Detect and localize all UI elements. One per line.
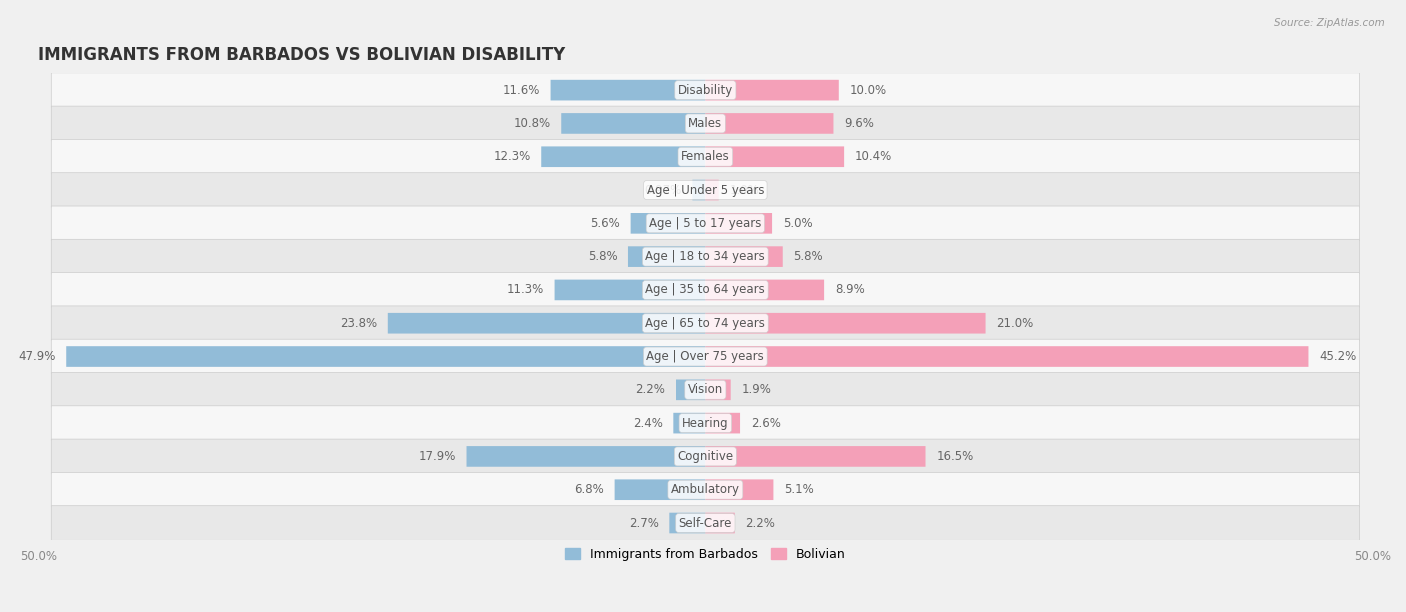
- FancyBboxPatch shape: [561, 113, 706, 134]
- FancyBboxPatch shape: [628, 246, 706, 267]
- Text: 2.2%: 2.2%: [745, 517, 775, 529]
- Text: 9.6%: 9.6%: [844, 117, 875, 130]
- FancyBboxPatch shape: [614, 479, 706, 500]
- FancyBboxPatch shape: [706, 113, 834, 134]
- FancyBboxPatch shape: [706, 413, 740, 433]
- FancyBboxPatch shape: [51, 306, 1360, 340]
- Text: 6.8%: 6.8%: [574, 483, 605, 496]
- Text: 11.6%: 11.6%: [502, 84, 540, 97]
- FancyBboxPatch shape: [51, 439, 1360, 474]
- FancyBboxPatch shape: [706, 146, 844, 167]
- Text: 1.9%: 1.9%: [741, 383, 772, 397]
- FancyBboxPatch shape: [51, 140, 1360, 174]
- FancyBboxPatch shape: [51, 373, 1360, 407]
- Text: Source: ZipAtlas.com: Source: ZipAtlas.com: [1274, 18, 1385, 28]
- FancyBboxPatch shape: [551, 80, 706, 100]
- FancyBboxPatch shape: [706, 180, 718, 200]
- Text: Age | Over 75 years: Age | Over 75 years: [647, 350, 765, 363]
- Text: Age | Under 5 years: Age | Under 5 years: [647, 184, 763, 196]
- Text: 47.9%: 47.9%: [18, 350, 56, 363]
- Text: Age | 5 to 17 years: Age | 5 to 17 years: [650, 217, 762, 230]
- FancyBboxPatch shape: [51, 472, 1360, 507]
- Text: Females: Females: [681, 150, 730, 163]
- Text: 2.6%: 2.6%: [751, 417, 780, 430]
- FancyBboxPatch shape: [51, 173, 1360, 207]
- Text: 5.0%: 5.0%: [783, 217, 813, 230]
- FancyBboxPatch shape: [706, 213, 772, 234]
- Text: 8.9%: 8.9%: [835, 283, 865, 296]
- FancyBboxPatch shape: [706, 246, 783, 267]
- Text: 10.4%: 10.4%: [855, 150, 891, 163]
- FancyBboxPatch shape: [692, 180, 706, 200]
- Text: Age | 65 to 74 years: Age | 65 to 74 years: [645, 317, 765, 330]
- FancyBboxPatch shape: [669, 513, 706, 533]
- FancyBboxPatch shape: [554, 280, 706, 300]
- Text: 5.6%: 5.6%: [591, 217, 620, 230]
- FancyBboxPatch shape: [706, 280, 824, 300]
- Text: 1.0%: 1.0%: [730, 184, 759, 196]
- Text: 21.0%: 21.0%: [997, 317, 1033, 330]
- Text: Age | 18 to 34 years: Age | 18 to 34 years: [645, 250, 765, 263]
- FancyBboxPatch shape: [706, 379, 731, 400]
- FancyBboxPatch shape: [673, 413, 706, 433]
- Text: 5.8%: 5.8%: [793, 250, 823, 263]
- FancyBboxPatch shape: [706, 446, 925, 467]
- Text: 11.3%: 11.3%: [506, 283, 544, 296]
- Text: Age | 35 to 64 years: Age | 35 to 64 years: [645, 283, 765, 296]
- Text: Vision: Vision: [688, 383, 723, 397]
- Text: 2.2%: 2.2%: [636, 383, 665, 397]
- Text: 16.5%: 16.5%: [936, 450, 973, 463]
- Text: 0.97%: 0.97%: [644, 184, 682, 196]
- Text: 5.8%: 5.8%: [588, 250, 617, 263]
- Legend: Immigrants from Barbados, Bolivian: Immigrants from Barbados, Bolivian: [561, 543, 851, 566]
- FancyBboxPatch shape: [631, 213, 706, 234]
- Text: Self-Care: Self-Care: [679, 517, 733, 529]
- FancyBboxPatch shape: [706, 346, 1309, 367]
- Text: IMMIGRANTS FROM BARBADOS VS BOLIVIAN DISABILITY: IMMIGRANTS FROM BARBADOS VS BOLIVIAN DIS…: [38, 46, 565, 64]
- FancyBboxPatch shape: [467, 446, 706, 467]
- Text: 2.4%: 2.4%: [633, 417, 662, 430]
- FancyBboxPatch shape: [51, 206, 1360, 241]
- Text: 12.3%: 12.3%: [494, 150, 530, 163]
- FancyBboxPatch shape: [388, 313, 706, 334]
- FancyBboxPatch shape: [706, 513, 735, 533]
- FancyBboxPatch shape: [51, 339, 1360, 374]
- FancyBboxPatch shape: [51, 506, 1360, 540]
- Text: Disability: Disability: [678, 84, 733, 97]
- FancyBboxPatch shape: [706, 80, 839, 100]
- FancyBboxPatch shape: [51, 406, 1360, 441]
- Text: 23.8%: 23.8%: [340, 317, 377, 330]
- Text: Males: Males: [689, 117, 723, 130]
- Text: 17.9%: 17.9%: [419, 450, 456, 463]
- FancyBboxPatch shape: [51, 239, 1360, 274]
- Text: 5.1%: 5.1%: [785, 483, 814, 496]
- FancyBboxPatch shape: [676, 379, 706, 400]
- FancyBboxPatch shape: [51, 106, 1360, 141]
- Text: Ambulatory: Ambulatory: [671, 483, 740, 496]
- Text: 10.0%: 10.0%: [849, 84, 887, 97]
- Text: 10.8%: 10.8%: [513, 117, 551, 130]
- FancyBboxPatch shape: [706, 313, 986, 334]
- FancyBboxPatch shape: [66, 346, 706, 367]
- FancyBboxPatch shape: [51, 272, 1360, 307]
- Text: 45.2%: 45.2%: [1319, 350, 1357, 363]
- Text: Cognitive: Cognitive: [678, 450, 734, 463]
- FancyBboxPatch shape: [541, 146, 706, 167]
- FancyBboxPatch shape: [51, 73, 1360, 108]
- Text: 2.7%: 2.7%: [628, 517, 658, 529]
- Text: Hearing: Hearing: [682, 417, 728, 430]
- FancyBboxPatch shape: [706, 479, 773, 500]
